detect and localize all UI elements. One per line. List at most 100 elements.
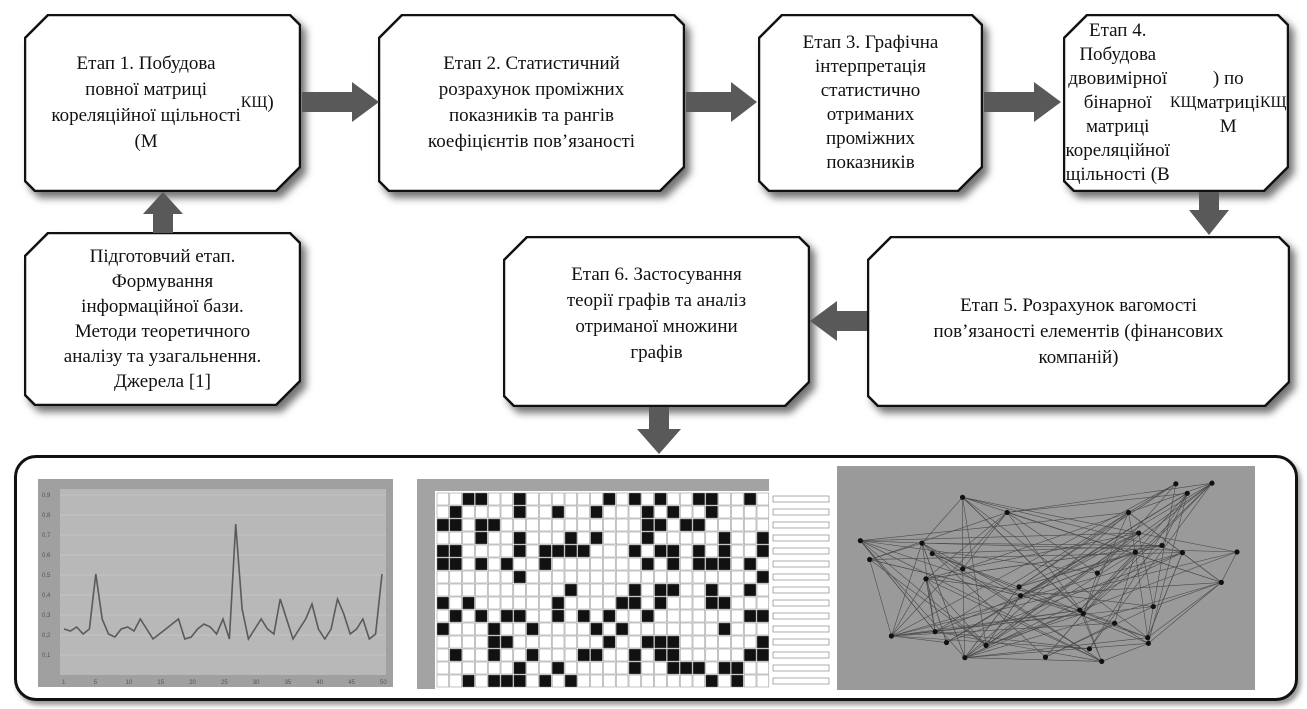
matrix-cell	[475, 557, 488, 571]
matrix-cell	[628, 544, 642, 558]
matrix-cell	[449, 661, 462, 675]
matrix-cell	[603, 648, 616, 662]
matrix-cell	[628, 505, 642, 519]
graph-node	[1209, 480, 1215, 486]
matrix-cell	[667, 570, 680, 584]
matrix-cell	[654, 661, 667, 675]
matrix-cell	[705, 674, 718, 688]
graph-edge	[925, 512, 1008, 580]
matrix-cell	[615, 596, 629, 610]
matrix-cell	[500, 674, 514, 688]
stage-4-label: Етап 4. Побудова двовимірної бінарної матр…	[1065, 20, 1287, 185]
matrix-cell	[667, 596, 680, 610]
stage-6-label: Етап 6. Застосування теорії графів та ана…	[566, 264, 747, 363]
matrix-cell	[449, 570, 462, 584]
matrix-cell	[487, 622, 501, 636]
graph-node	[1159, 542, 1165, 549]
matrix-cell	[526, 505, 539, 519]
matrix-side-label	[772, 586, 830, 594]
matrix-cell	[551, 622, 565, 636]
matrix-side-label	[772, 495, 830, 503]
matrix-cell	[654, 583, 667, 597]
matrix-cell	[551, 518, 565, 532]
matrix-cell	[641, 544, 654, 558]
matrix-cell	[449, 648, 462, 662]
matrix-cell	[577, 648, 590, 662]
line-chart-y-tick: 0,7	[42, 533, 51, 539]
matrix-cell	[551, 557, 565, 571]
matrix-cell	[743, 531, 757, 545]
matrix-cell	[436, 648, 450, 662]
matrix-cell	[500, 583, 514, 597]
graph-node	[1042, 654, 1049, 660]
matrix-cell	[603, 518, 616, 532]
graph-node	[959, 494, 966, 500]
matrix-cell	[743, 635, 757, 649]
line-chart-y-tick: 0,3	[42, 613, 51, 619]
stage-6-box: Етап 6. Застосування теорії графів та ана…	[503, 236, 810, 407]
graph-edge	[891, 635, 1090, 650]
graph-edge	[934, 512, 1129, 632]
matrix-side-label	[772, 638, 830, 646]
graph-edge	[860, 540, 1102, 662]
matrix-cell	[641, 557, 654, 571]
matrix-cell	[756, 648, 770, 662]
matrix-cell	[731, 492, 744, 506]
matrix-cell	[654, 635, 667, 649]
matrix-cell	[679, 609, 693, 623]
matrix-side-label	[772, 599, 830, 607]
graph-edge	[1083, 573, 1098, 614]
matrix-cell	[500, 596, 514, 610]
graph-edge	[921, 542, 1046, 658]
stage-1-label: Етап 1. Побудова повної матриці кореляційн…	[51, 53, 274, 152]
matrix-cell	[475, 505, 488, 519]
matrix-cell	[756, 570, 770, 584]
graph-edge	[1007, 493, 1188, 513]
matrix-cell	[500, 505, 514, 519]
matrix-cell	[756, 609, 770, 623]
matrix-cell	[679, 544, 693, 558]
matrix-cell	[449, 674, 462, 688]
graph-node	[1184, 490, 1190, 496]
graph-edge	[1114, 622, 1149, 644]
matrix-cell	[692, 531, 706, 545]
matrix-cell	[564, 557, 578, 571]
matrix-cell	[615, 622, 629, 636]
matrix-cell	[654, 518, 667, 532]
matrix-cell	[436, 674, 450, 688]
matrix-cell	[718, 596, 731, 610]
matrix-cell	[513, 570, 526, 584]
matrix-cell	[462, 661, 475, 675]
graph-edge	[860, 540, 922, 544]
matrix-cell	[462, 609, 475, 623]
matrix-cell	[679, 661, 693, 675]
matrix-cell	[743, 596, 757, 610]
matrix-cell	[731, 570, 744, 584]
matrix-cell	[539, 505, 552, 519]
graph-edge	[962, 497, 1183, 553]
graph-edge	[1019, 545, 1163, 588]
matrix-cell	[526, 518, 539, 532]
matrix-cell	[539, 622, 552, 636]
graph-edge	[1153, 582, 1222, 607]
matrix-cell	[628, 596, 642, 610]
matrix-cell	[641, 674, 654, 688]
graph-edge	[1148, 493, 1188, 644]
graph-edge	[1128, 483, 1176, 513]
line-chart-x-tick: 15	[157, 680, 164, 686]
matrix-side-label	[772, 508, 830, 516]
graph-edge	[860, 532, 1139, 541]
matrix-cell	[487, 661, 501, 675]
matrix-cell	[692, 635, 706, 649]
graph-edge	[860, 512, 1129, 541]
matrix-cell	[551, 661, 565, 675]
matrix-cell	[462, 635, 475, 649]
matrix-cell	[500, 518, 514, 532]
matrix-side-label	[772, 560, 830, 568]
graph-edge	[946, 482, 1213, 643]
matrix-cell	[500, 492, 514, 506]
matrix-cell	[564, 570, 578, 584]
matrix-cell	[705, 544, 718, 558]
graph-edge	[921, 542, 1238, 553]
matrix-side-label	[772, 677, 830, 685]
